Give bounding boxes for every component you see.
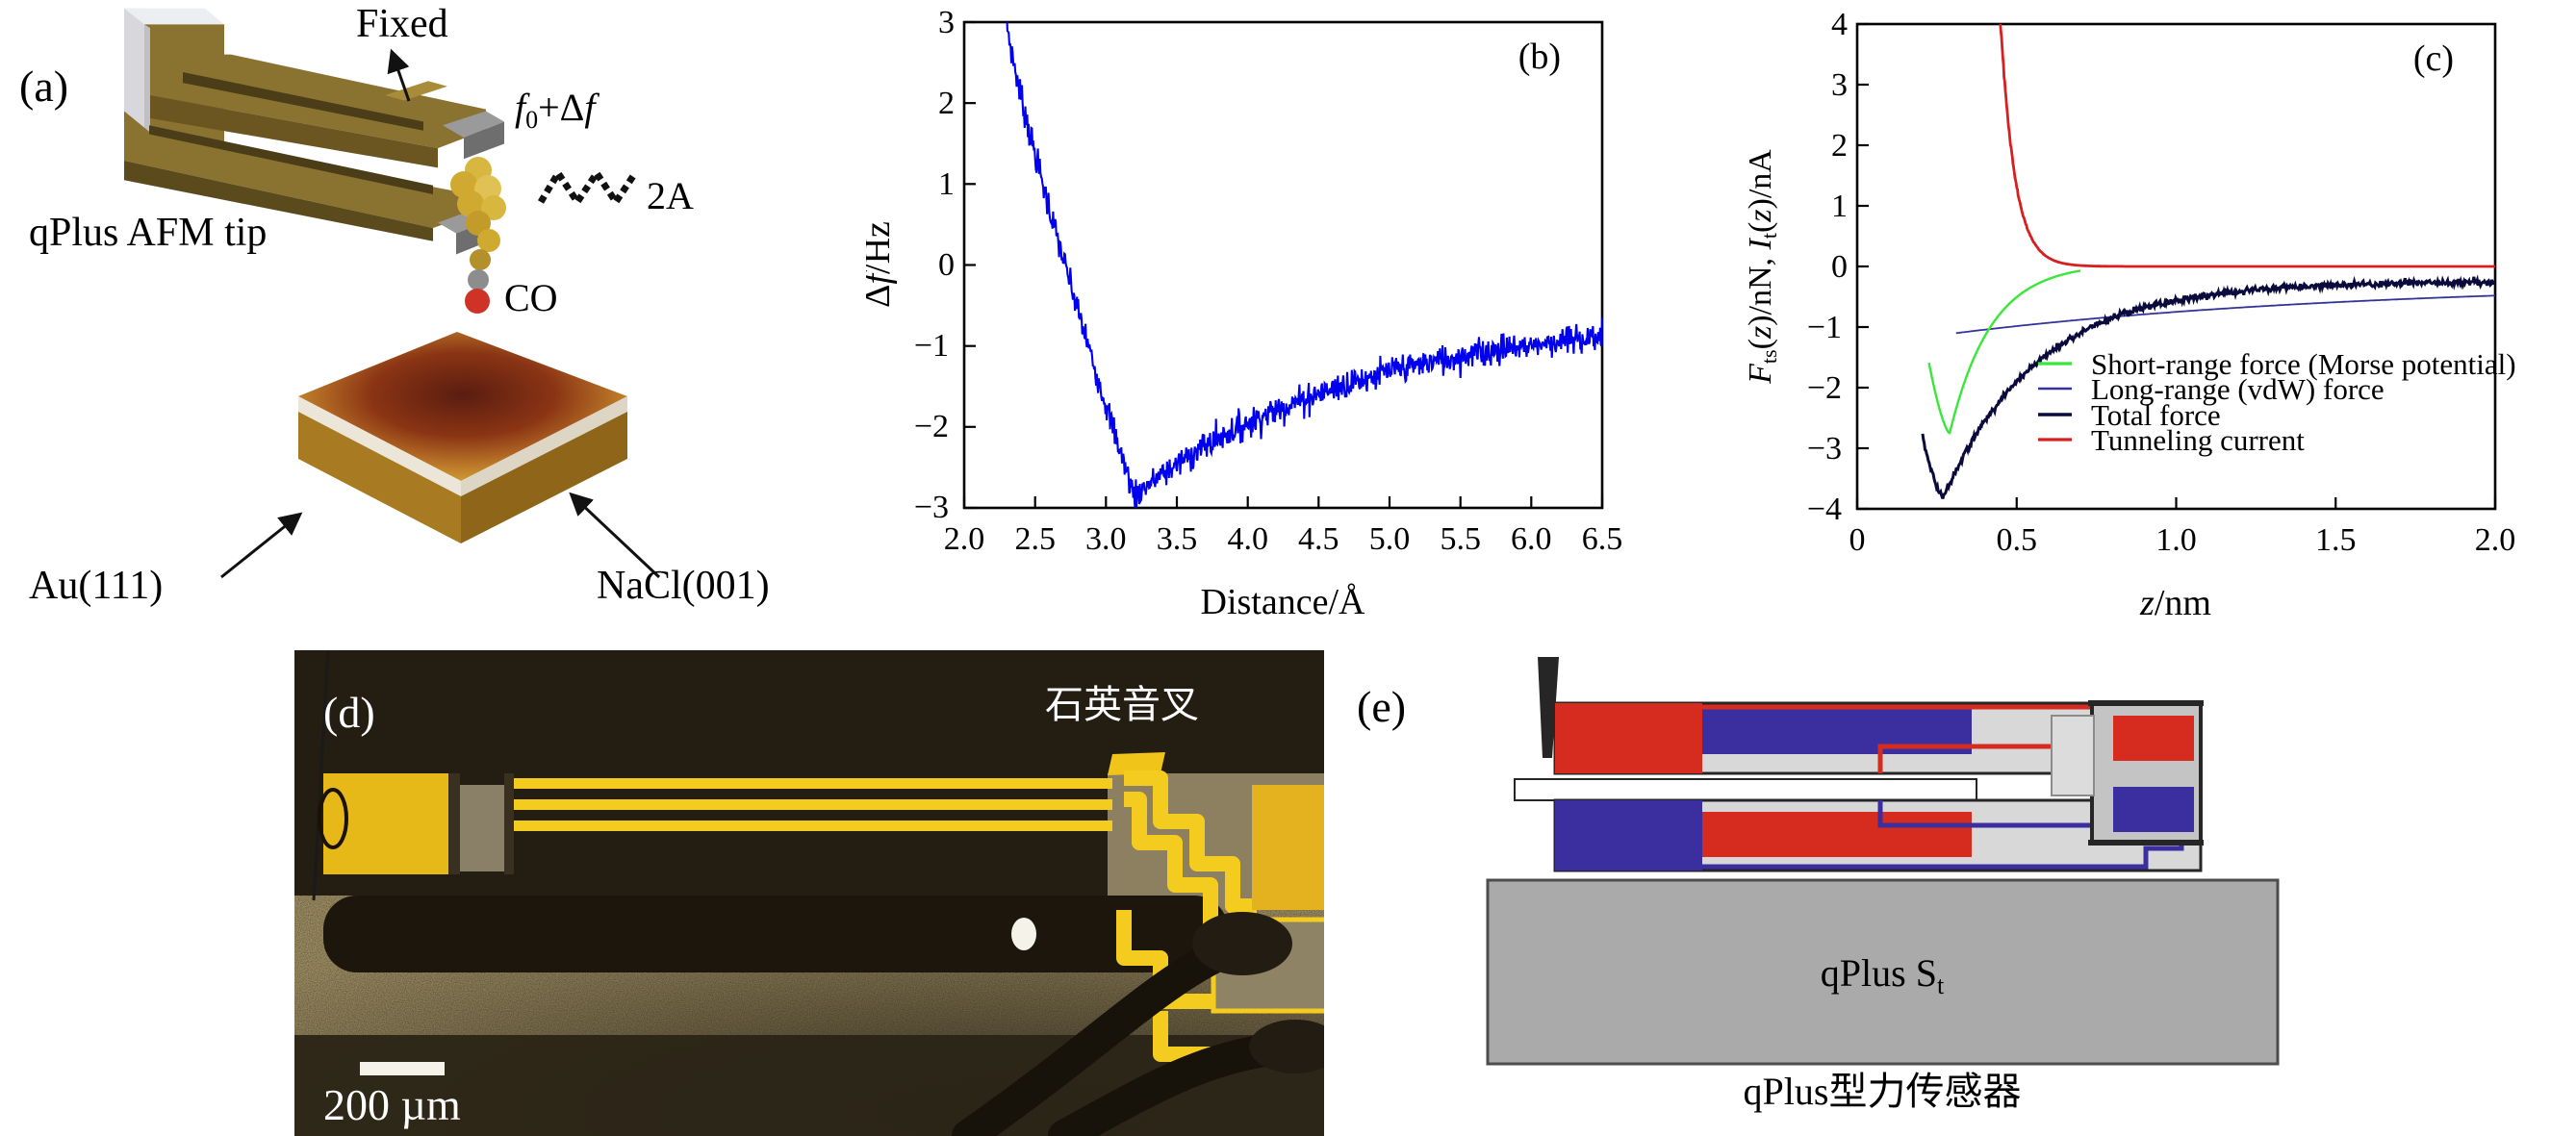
- svg-text:−1: −1: [1807, 310, 1842, 345]
- svg-text:1: 1: [1831, 189, 1848, 224]
- svg-text:2: 2: [1831, 128, 1848, 164]
- svg-text:0: 0: [1831, 249, 1848, 285]
- svg-text:3: 3: [938, 5, 955, 40]
- svg-text:5.5: 5.5: [1440, 521, 1481, 557]
- svg-text:3.0: 3.0: [1085, 521, 1127, 557]
- svg-text:4.0: 4.0: [1227, 521, 1268, 557]
- svg-text:f0+Δf: f0+Δf: [515, 86, 599, 134]
- svg-text:0.5: 0.5: [1997, 522, 2038, 558]
- svg-text:Δf/Hz: Δf/Hz: [866, 221, 898, 308]
- svg-text:NaCl(001): NaCl(001): [597, 564, 770, 608]
- svg-text:−2: −2: [1807, 370, 1842, 406]
- svg-text:−2: −2: [914, 409, 949, 444]
- svg-text:3: 3: [1831, 67, 1848, 103]
- svg-text:1: 1: [938, 166, 955, 202]
- svg-text:6.5: 6.5: [1582, 521, 1623, 557]
- svg-text:Fts(z)/nN, It(z)/nA: Fts(z)/nN, It(z)/nA: [1743, 149, 1781, 385]
- svg-text:(e): (e): [1357, 682, 1406, 731]
- svg-text:z/nm: z/nm: [2139, 583, 2211, 623]
- svg-text:−3: −3: [1807, 431, 1842, 467]
- svg-text:2.0: 2.0: [944, 521, 985, 557]
- svg-text:−1: −1: [914, 328, 949, 364]
- svg-text:(c): (c): [2413, 38, 2454, 79]
- svg-text:2.0: 2.0: [2475, 522, 2516, 558]
- svg-text:(b): (b): [1518, 37, 1561, 77]
- svg-text:6.0: 6.0: [1511, 521, 1552, 557]
- svg-text:2.5: 2.5: [1014, 521, 1056, 557]
- svg-text:1.0: 1.0: [2155, 522, 2197, 558]
- svg-text:qPlus型力传感器: qPlus型力传感器: [1744, 1070, 2022, 1113]
- svg-text:200 µm: 200 µm: [323, 1080, 461, 1129]
- svg-text:(a): (a): [19, 62, 68, 111]
- svg-text:Distance/Å: Distance/Å: [1201, 582, 1366, 622]
- svg-text:2A: 2A: [647, 174, 694, 217]
- svg-text:Au(111): Au(111): [29, 564, 163, 608]
- svg-text:Tunneling current: Tunneling current: [2091, 423, 2305, 457]
- svg-text:2: 2: [938, 86, 955, 121]
- svg-text:−4: −4: [1807, 492, 1842, 527]
- svg-text:5.0: 5.0: [1369, 521, 1411, 557]
- svg-text:0: 0: [938, 247, 955, 283]
- svg-text:4: 4: [1831, 7, 1848, 42]
- svg-text:Fixed: Fixed: [356, 2, 448, 46]
- svg-text:3.5: 3.5: [1157, 521, 1198, 557]
- svg-text:qPlus AFM tip: qPlus AFM tip: [29, 211, 267, 255]
- svg-text:qPlus St: qPlus St: [1821, 951, 1945, 999]
- svg-text:−3: −3: [914, 490, 949, 525]
- svg-text:(d): (d): [323, 688, 375, 737]
- svg-text:石英音叉: 石英音叉: [1045, 683, 1199, 726]
- svg-text:CO: CO: [504, 276, 558, 319]
- svg-text:4.5: 4.5: [1298, 521, 1339, 557]
- svg-text:1.5: 1.5: [2315, 522, 2357, 558]
- svg-text:0: 0: [1849, 522, 1866, 558]
